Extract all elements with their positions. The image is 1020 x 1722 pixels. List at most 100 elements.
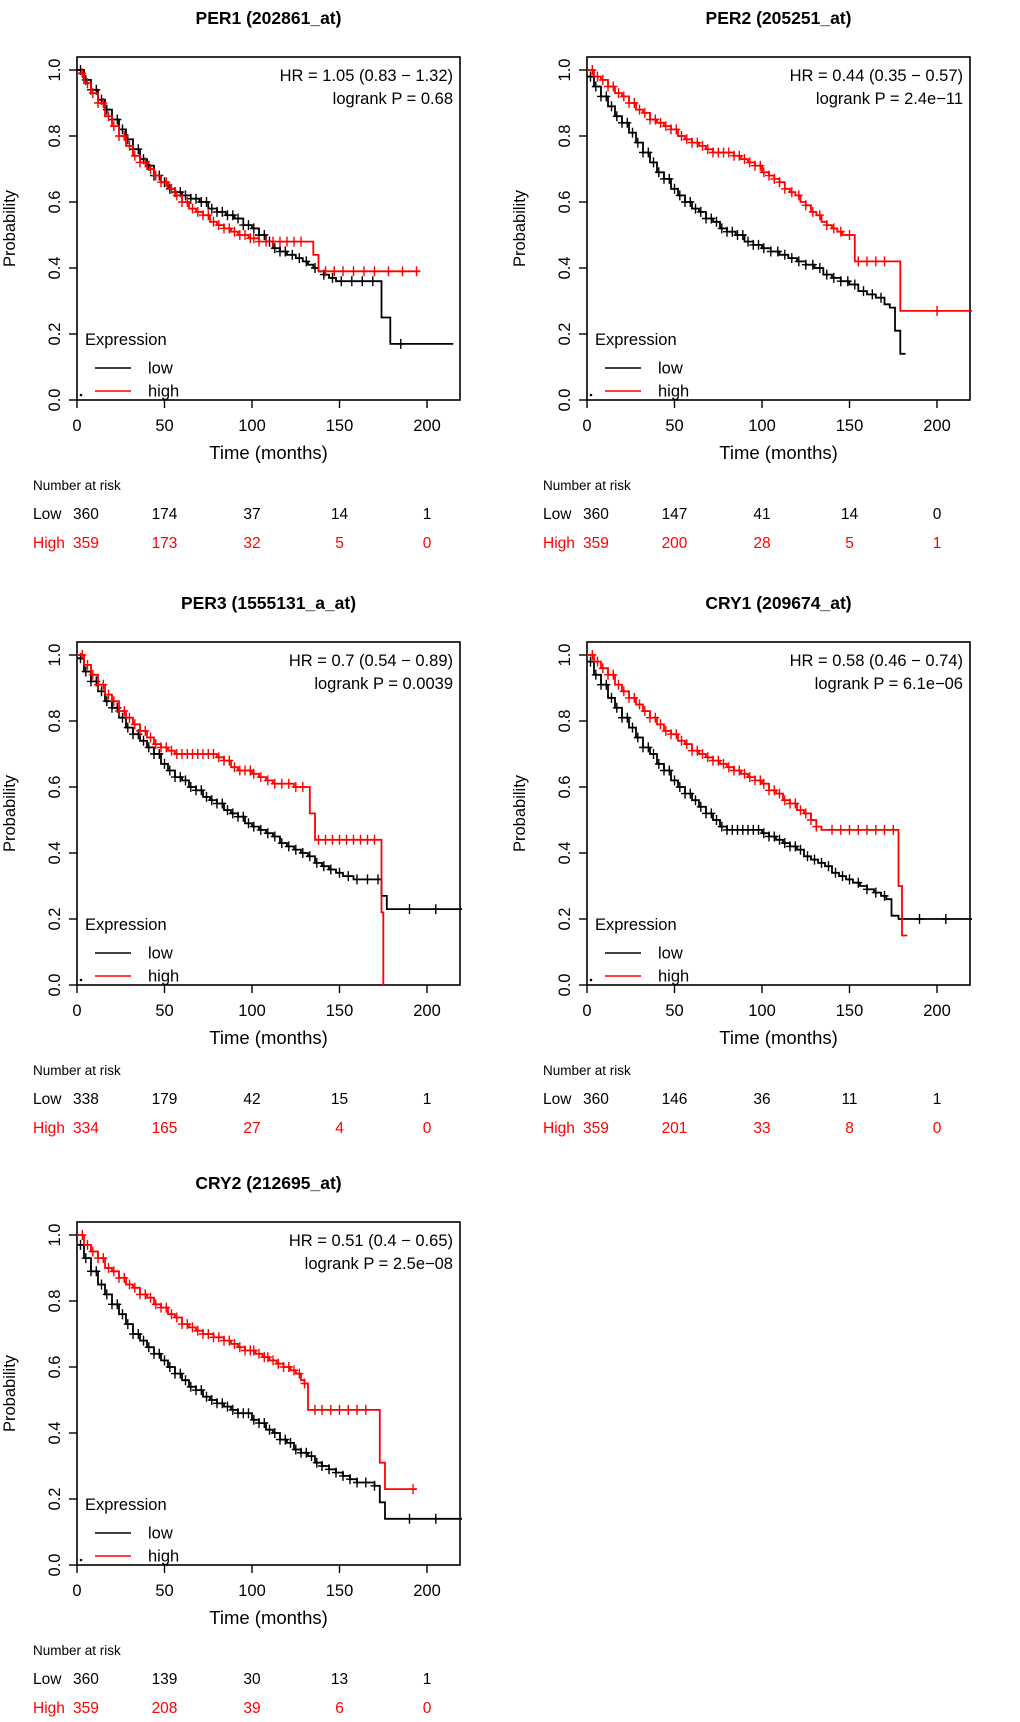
logrank-annotation: logrank P = 6.1e−06 <box>815 675 963 693</box>
censor-marks-high <box>588 650 898 835</box>
risk-count: 360 <box>73 506 99 523</box>
censor-marks-high <box>78 650 379 845</box>
hr-annotation: HR = 0.58 (0.46 − 0.74) <box>790 652 963 670</box>
risk-row-high: High 359 173 32 5 0 <box>0 535 510 555</box>
km-curve-low <box>77 657 462 910</box>
km-plot: 0.0 0.2 0.4 0.6 0.8 1.0 0 50 100 150 200 Time (mont… <box>511 641 972 1048</box>
risk-row-label: High <box>33 535 65 552</box>
hr-annotation: HR = 0.44 (0.35 − 0.57) <box>790 67 963 85</box>
y-tick-label: 0.8 <box>46 125 64 148</box>
risk-count: 41 <box>753 506 771 523</box>
risk-count: 146 <box>661 1091 688 1108</box>
censor-marks-low <box>586 71 885 303</box>
legend-label-high: high <box>658 383 689 401</box>
risk-count: 0 <box>422 1120 432 1137</box>
y-axis-title: Probability <box>1 1354 19 1432</box>
risk-row-high: High 359 208 39 6 0 <box>0 1700 510 1720</box>
censor-marks-low <box>586 656 950 924</box>
legend-dot-artifact <box>79 393 83 397</box>
legend-label-high: high <box>148 968 179 986</box>
legend-dot-artifact <box>79 1558 83 1562</box>
y-tick-label: 1.0 <box>46 59 64 82</box>
risk-count: 42 <box>243 1091 261 1108</box>
x-tick-label: 50 <box>155 1002 173 1020</box>
km-curve-high <box>77 1234 417 1490</box>
risk-row-high: High 359 200 28 5 1 <box>510 535 1020 555</box>
risk-count: 334 <box>73 1120 99 1137</box>
y-tick-label: 0.0 <box>46 389 64 412</box>
risk-row-high: High 359 201 33 8 0 <box>510 1120 1020 1140</box>
legend-label-low: low <box>148 1525 173 1543</box>
km-panel-cry1: CRY1 (209674_at) 0.0 0.2 0.4 0.6 0.8 1.0 0 50 100… <box>510 585 1020 1165</box>
hr-annotation: HR = 0.7 (0.54 − 0.89) <box>289 652 453 670</box>
x-tick-label: 50 <box>155 417 173 435</box>
logrank-annotation: logrank P = 0.68 <box>333 90 453 108</box>
risk-table-header: Number at risk <box>33 1063 121 1078</box>
x-axis-title: Time (months) <box>719 442 838 463</box>
risk-count: 0 <box>932 1120 942 1137</box>
risk-count: 36 <box>753 1091 771 1108</box>
risk-count: 15 <box>330 1091 349 1108</box>
legend-dot-artifact <box>589 393 593 397</box>
logrank-annotation: logrank P = 2.5e−08 <box>305 1255 453 1273</box>
panel-title: CRY1 (209674_at) <box>705 593 852 613</box>
legend-title: Expression <box>85 1496 167 1514</box>
legend-label-high: high <box>148 383 179 401</box>
y-axis-title: Probability <box>1 189 19 267</box>
risk-row-label: Low <box>33 1091 62 1108</box>
y-tick-label: 0.0 <box>556 389 574 412</box>
risk-row-label: High <box>543 1120 575 1137</box>
km-plot: 0.0 0.2 0.4 0.6 0.8 1.0 0 50 100 150 200 Time (mont… <box>1 56 461 463</box>
risk-count: 4 <box>335 1120 344 1137</box>
risk-row-low: Low 360 146 36 11 1 <box>510 1091 1020 1111</box>
y-tick-label: 1.0 <box>46 1224 64 1247</box>
legend-title: Expression <box>85 916 167 934</box>
risk-row-label: High <box>33 1700 65 1717</box>
plot-frame <box>586 56 971 401</box>
legend-dot-artifact <box>79 978 83 982</box>
x-axis-title: Time (months) <box>719 1027 838 1048</box>
x-axis-title: Time (months) <box>209 1607 328 1628</box>
legend-label-high: high <box>148 1548 179 1566</box>
y-tick-label: 1.0 <box>556 59 574 82</box>
risk-count: 0 <box>422 1700 432 1717</box>
y-tick-label: 0.2 <box>556 908 574 931</box>
y-tick-label: 0.6 <box>46 1356 64 1379</box>
panel-title: PER3 (1555131_a_at) <box>180 593 357 613</box>
x-tick-label: 100 <box>748 1002 776 1020</box>
km-plot: 0.0 0.2 0.4 0.6 0.8 1.0 0 50 100 150 200 Time (mont… <box>511 56 972 463</box>
risk-count: 165 <box>151 1120 178 1137</box>
risk-count: 0 <box>932 506 942 523</box>
y-tick-label: 0.0 <box>46 974 64 997</box>
y-tick-label: 0.6 <box>46 191 64 214</box>
plot-frame <box>586 641 971 986</box>
y-axis-title: Probability <box>511 774 529 852</box>
risk-count: 5 <box>335 535 344 552</box>
risk-row-low: Low 360 139 30 13 1 <box>0 1671 510 1691</box>
x-tick-label: 50 <box>155 1582 173 1600</box>
risk-count: 208 <box>151 1700 178 1717</box>
x-tick-label: 150 <box>326 417 354 435</box>
x-tick-label: 100 <box>748 417 776 435</box>
risk-count: 1 <box>422 1671 432 1688</box>
plot-frame <box>76 56 461 401</box>
x-tick-label: 200 <box>413 1582 441 1600</box>
risk-count: 359 <box>583 535 609 552</box>
y-axis-title: Probability <box>511 189 529 267</box>
y-tick-label: 1.0 <box>556 644 574 667</box>
plot-frame <box>76 641 461 986</box>
x-tick-label: 200 <box>923 417 951 435</box>
y-tick-label: 0.2 <box>46 908 64 931</box>
risk-table-header: Number at risk <box>543 478 631 493</box>
legend-label-low: low <box>658 360 683 378</box>
y-tick-label: 0.8 <box>556 710 574 733</box>
hr-annotation: HR = 0.51 (0.4 − 0.65) <box>289 1232 453 1250</box>
risk-row-low: Low 360 147 41 14 0 <box>510 506 1020 526</box>
x-tick-label: 150 <box>326 1002 354 1020</box>
y-tick-label: 0.4 <box>556 842 574 865</box>
censor-marks-low <box>76 653 440 915</box>
risk-count: 359 <box>583 1120 609 1137</box>
risk-count: 1 <box>422 506 432 523</box>
legend-label-high: high <box>658 968 689 986</box>
risk-count: 14 <box>330 506 349 523</box>
